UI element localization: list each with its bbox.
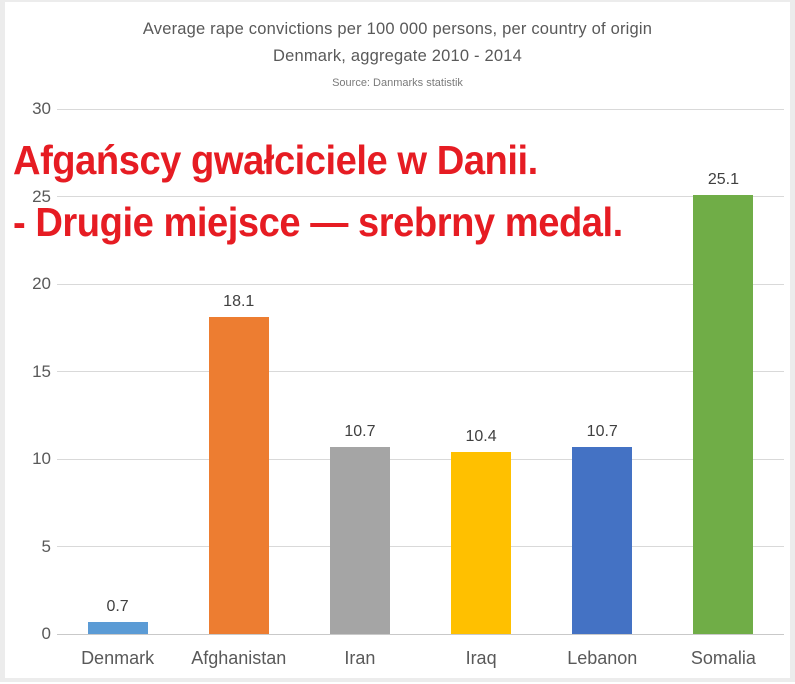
- bar-value-label: 0.7: [106, 597, 129, 615]
- bar-somalia: [693, 194, 754, 634]
- x-axis-label-somalia: Somalia: [690, 648, 756, 668]
- gridline: [57, 546, 784, 547]
- gridline: [57, 196, 784, 197]
- y-tick-label: 0: [41, 624, 51, 643]
- bar-chart-plot-area: 0 5 10 15 20 25 30 0.7 Denmark 18.1 Afghanistan 10.…: [5, 2, 795, 684]
- chart-title-line2: Denmark, aggregate 2010 - 2014: [272, 47, 523, 65]
- y-tick-label: 30: [32, 99, 51, 118]
- gridline: [57, 108, 784, 110]
- chart-title-block: Average rape convictions per 100 000 per…: [5, 16, 790, 89]
- bar-value-label: 10.7: [344, 422, 376, 440]
- x-axis-label-denmark: Denmark: [81, 648, 155, 668]
- y-tick-label: 25: [32, 186, 51, 206]
- y-tick-label: 5: [41, 536, 51, 556]
- bar-denmark: [87, 621, 148, 634]
- x-axis-label-iran: Iran: [344, 648, 376, 668]
- gridline: [57, 371, 784, 372]
- chart-source: Source: Danmarks statistik: [332, 77, 463, 89]
- bar-value-label: 10.7: [586, 422, 618, 440]
- overlay-caption-line2: - Drugie miejsce — srebrny medal.: [13, 199, 623, 245]
- y-tick-label: 10: [32, 449, 51, 468]
- x-axis-label-afghanistan: Afghanistan: [191, 648, 287, 668]
- bar-value-label: 18.1: [223, 293, 255, 311]
- bar-iraq: [451, 452, 512, 634]
- bar-afghanistan: [208, 317, 269, 634]
- chart-title-line1: Average rape convictions per 100 000 per…: [142, 20, 653, 38]
- bar-iran: [329, 446, 390, 634]
- overlay-caption-line1: Afgańscy gwałciciele w Danii.: [13, 137, 538, 183]
- y-tick-label: 15: [32, 361, 51, 381]
- chart-canvas: Average rape convictions per 100 000 per…: [5, 2, 790, 678]
- bar-value-label: 25.1: [707, 170, 739, 188]
- bar-lebanon: [572, 446, 633, 634]
- gridline: [57, 458, 784, 460]
- gridline: [57, 283, 784, 285]
- x-axis-label-iraq: Iraq: [465, 648, 497, 668]
- x-axis-line: [57, 633, 784, 635]
- x-axis-label-lebanon: Lebanon: [567, 648, 638, 668]
- y-tick-label: 20: [32, 274, 51, 293]
- bar-value-label: 10.4: [465, 428, 497, 445]
